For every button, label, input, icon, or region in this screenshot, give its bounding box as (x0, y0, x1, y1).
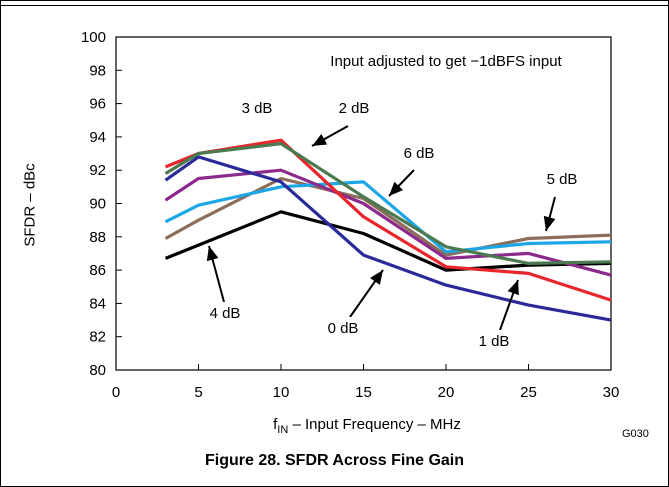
figure-caption: Figure 28. SFDR Across Fine Gain (204, 452, 465, 469)
series-line-6 (164, 142, 612, 265)
y-tick-label: 94 (89, 129, 106, 146)
annotation-background (392, 142, 448, 168)
x-axis-label: fIN – Input Frequency – MHz (0, 416, 669, 436)
x-tick-label: 10 (273, 384, 290, 401)
series-line-2 (164, 180, 612, 254)
series-line-4 (164, 155, 612, 322)
chart-note: Input adjusted to get −1dBFS input (330, 53, 562, 70)
y-tick-label: 82 (89, 329, 106, 346)
x-axis-label-sub: IN (277, 424, 289, 436)
annotation-background (230, 97, 286, 123)
x-axis-label-pre: f (273, 416, 278, 433)
annotation-label: 4 dB (210, 305, 241, 322)
annotation-background (316, 317, 372, 343)
note-background (300, 45, 592, 75)
y-tick-label: 98 (89, 62, 106, 79)
x-tick-label: 20 (438, 384, 455, 401)
y-tick-label: 88 (89, 229, 106, 246)
annotation-arrowhead (312, 133, 328, 146)
annotation-arrowhead (206, 246, 219, 262)
figure-code: G030 (622, 428, 649, 440)
y-axis-label: SFDR – dBc (21, 163, 39, 247)
annotation-background (467, 330, 523, 356)
x-axis-label-post: – Input Frequency – MHz (288, 416, 461, 433)
series-line-3 (164, 168, 612, 277)
y-tick-label: 86 (89, 262, 106, 279)
y-tick-label: 80 (89, 362, 106, 379)
annotation-label: 0 dB (328, 320, 359, 337)
annotation-background (328, 97, 384, 123)
annotation-arrowhead (389, 181, 404, 196)
annotation-arrowhead (507, 280, 519, 296)
annotation-background (198, 302, 254, 328)
series-line-0 (164, 210, 612, 272)
annotation-background (535, 168, 591, 194)
annotation-arrowhead (543, 215, 556, 231)
annotation-label: 3 dB (242, 100, 273, 117)
annotation-label: 6 dB (404, 145, 435, 162)
top-rule (0, 5, 669, 6)
x-tick-label: 5 (194, 384, 202, 401)
y-tick-label: 100 (81, 29, 106, 46)
y-tick-label: 92 (89, 162, 106, 179)
x-tick-label: 0 (112, 384, 120, 401)
annotation-label: 5 dB (547, 171, 578, 188)
y-tick-label: 96 (89, 96, 106, 113)
annotation-label: 1 dB (479, 333, 510, 350)
y-tick-label: 90 (89, 196, 106, 213)
annotation-label: 2 dB (339, 100, 370, 117)
x-tick-label: 30 (603, 384, 620, 401)
x-tick-label: 25 (520, 384, 537, 401)
y-tick-label: 84 (89, 295, 106, 312)
x-tick-label: 15 (355, 384, 372, 401)
annotation-arrowhead (370, 270, 383, 285)
